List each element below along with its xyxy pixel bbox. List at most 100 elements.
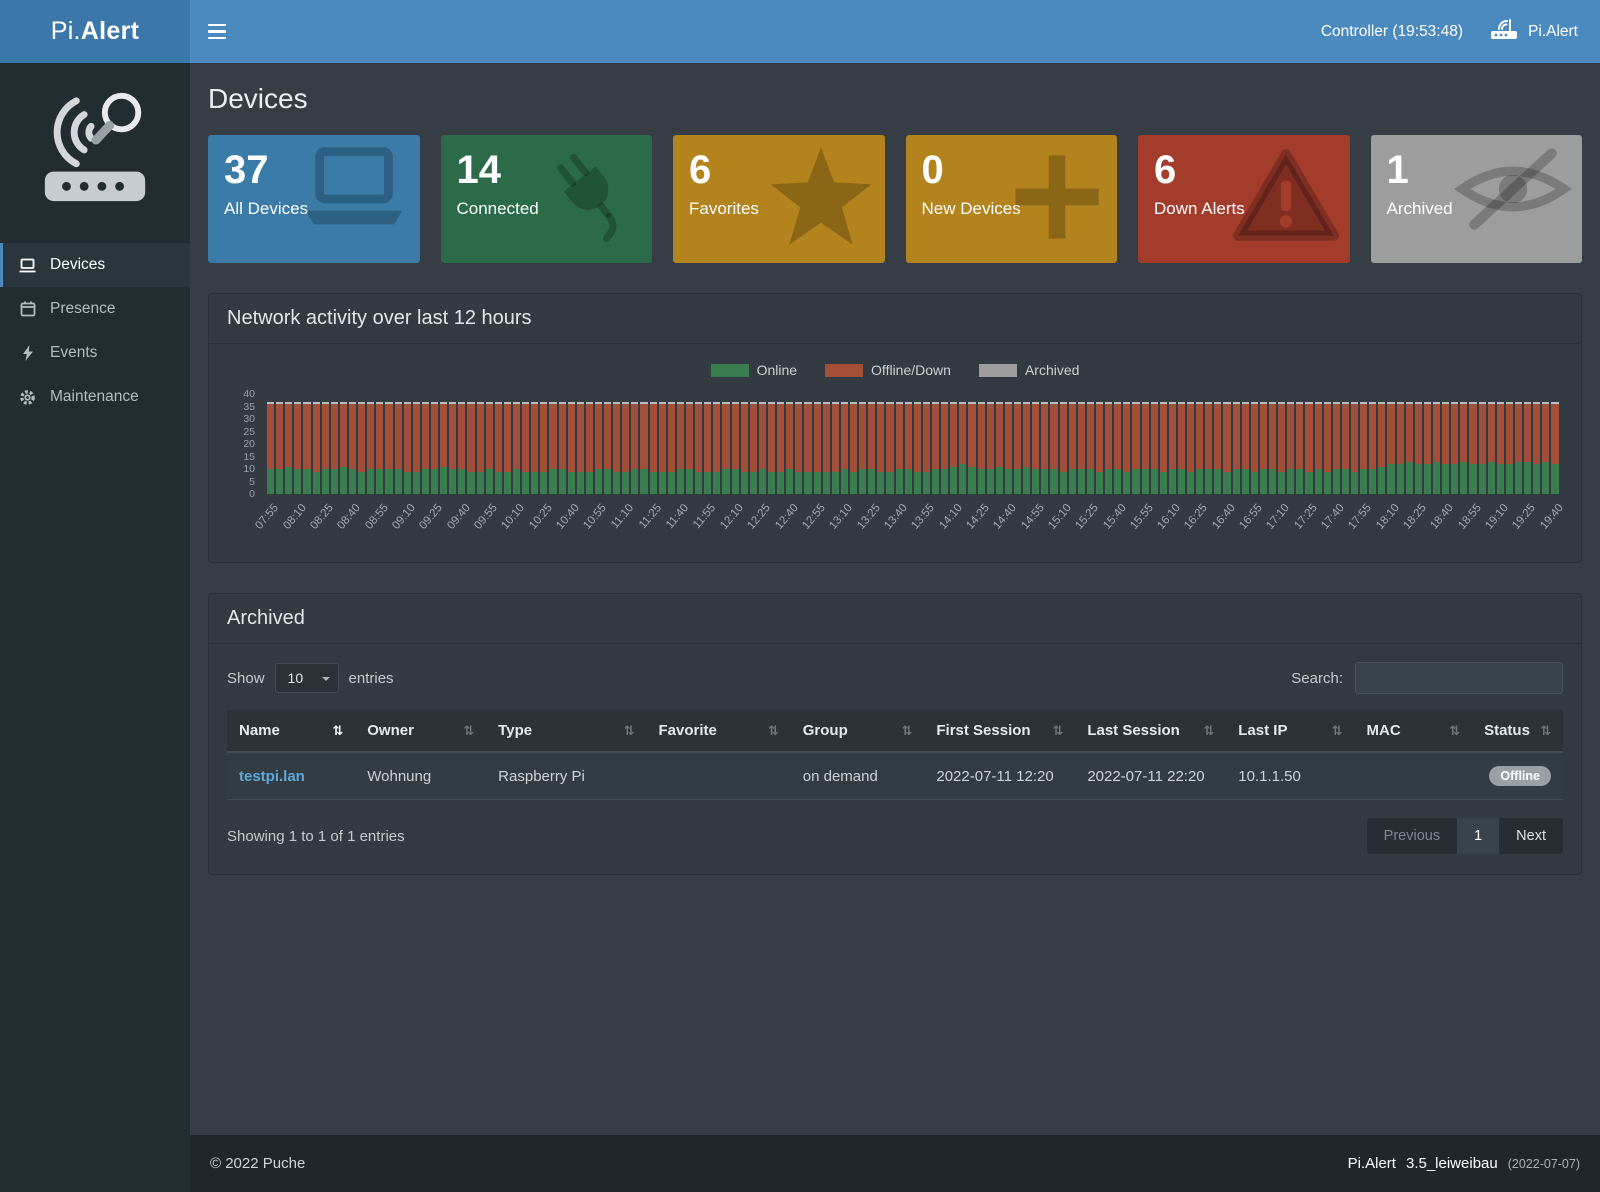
app-logo[interactable]: Pi.Alert [0,0,190,63]
next-page-button[interactable]: Next [1516,828,1546,844]
panel-title: Network activity over last 12 hours [209,294,1581,344]
sidebar-item-devices[interactable]: Devices [0,243,190,287]
card-new-devices[interactable]: 0 New Devices [905,135,1117,263]
column-header-last-ip[interactable]: Last IP ⇅ [1226,710,1355,753]
table-footer: Showing 1 to 1 of 1 entries Previous 1 N… [227,818,1563,854]
chart-bar [1487,394,1495,494]
card-archived[interactable]: 1 Archived [1370,135,1582,263]
chart-bar [330,394,338,494]
chart-bar [321,394,329,494]
chart-bar [267,394,275,494]
legend-item-archived[interactable]: Archived [978,362,1079,378]
chart-bar [722,394,730,494]
sort-icon: ⇅ [463,722,475,738]
chart-bar [430,394,439,494]
cell-first-session: 2022-07-11 12:20 [924,752,1076,800]
controller-link[interactable]: Controller (19:53:48) [1320,22,1464,40]
router-icon [1489,17,1519,46]
chart-bar [403,394,411,494]
cell-type: Raspberry Pi [486,752,647,800]
chart-bar [986,394,994,494]
card-label: Connected [456,199,539,218]
chart-bar [667,394,675,494]
chart-bar [1114,394,1122,494]
card-connected[interactable]: 14 Connected [440,135,652,263]
chart-bar [585,394,593,494]
chart-bar [768,394,776,494]
chart-bar [813,394,821,494]
previous-page-button[interactable]: Previous [1383,828,1441,844]
chart-bar [941,394,949,494]
sidebar-item-label: Maintenance [50,388,139,405]
chart-bar [1423,394,1431,494]
chart-bar [859,394,867,494]
sort-icon: ⇅ [901,722,913,738]
chart-bar [1378,394,1386,494]
chart-bar [931,394,940,494]
chart-bar [840,394,848,494]
y-axis-tick-label: 40 [243,388,255,400]
chart-bar [449,394,457,494]
sidebar-item-maintenance[interactable]: Maintenance [0,375,190,419]
chart-bar [640,394,648,494]
chart-bar [777,394,785,494]
card-label: Down Alerts [1154,199,1245,218]
chart-bar [367,394,375,494]
sidebar-item-presence[interactable]: Presence [0,287,190,331]
chart-bar [576,394,584,494]
chart-bar [977,394,985,494]
column-header-status[interactable]: Status ⇅ [1472,710,1563,753]
card-all-devices[interactable]: 37 All Devices [208,135,420,263]
chart-bar [1059,394,1067,494]
chart-bar [913,394,921,494]
entries-select[interactable]: 10 [274,663,339,693]
search-input[interactable] [1355,662,1563,694]
chart-bar [749,394,757,494]
sidebar: Devices Presence [0,63,190,1192]
table-row: testpi.lan Wohnung Raspberry Pi on deman… [227,752,1563,800]
card-value: 0 [921,148,944,192]
sidebar-toggle-button[interactable] [190,0,244,63]
legend-item-offline[interactable]: Offline/Down [825,362,951,378]
chart-bar [294,394,302,494]
y-axis-tick-label: 15 [243,450,255,463]
legend-item-online[interactable]: Online [710,362,797,378]
column-header-mac[interactable]: MAC ⇅ [1354,710,1473,753]
column-header-last-session[interactable]: Last Session ⇅ [1075,710,1227,753]
chart-bar [1551,394,1559,494]
column-header-group[interactable]: Group ⇅ [790,710,925,753]
y-axis-tick-label: 35 [243,400,255,413]
hamburger-icon [208,23,226,27]
sort-icon: ⇅ [332,722,344,738]
cell-favorite [646,752,791,800]
chart-bar [1023,394,1031,494]
chart-bar [1341,394,1350,494]
chart-bar [376,394,384,494]
device-link[interactable]: testpi.lan [239,767,305,785]
chart-bar [1314,394,1322,494]
column-header-first-session[interactable]: First Session ⇅ [924,710,1076,753]
laptop-icon [18,258,37,273]
page-number-button[interactable]: 1 [1457,818,1500,854]
column-header-favorite[interactable]: Favorite ⇅ [646,710,791,753]
chart-bar [1269,394,1277,494]
sort-icon: ⇅ [1203,722,1215,738]
chart-bar [959,394,967,494]
main: Devices Presence [0,63,1600,1192]
card-favorites[interactable]: 6 Favorites [673,135,885,263]
column-header-name[interactable]: Name ⇅ [227,710,356,753]
chart-bar [786,394,794,494]
card-label: All Devices [224,199,309,218]
card-down-alerts[interactable]: 6 Down Alerts [1138,135,1350,263]
brand-link[interactable]: Pi.Alert [1489,17,1578,46]
plus-icon [1005,145,1109,254]
chart-bar [795,394,803,494]
chart-bar [1223,394,1231,494]
sort-icon: ⇅ [623,722,635,738]
sidebar-item-events[interactable]: Events [0,331,190,375]
column-header-owner[interactable]: Owner ⇅ [355,710,487,753]
chart-bar [1469,394,1477,494]
chart-bar [804,394,812,494]
column-header-type[interactable]: Type ⇅ [486,710,647,753]
chart-bar [649,394,657,494]
